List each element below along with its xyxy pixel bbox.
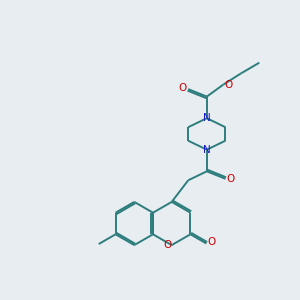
Text: O: O — [163, 240, 171, 250]
Text: N: N — [203, 145, 211, 155]
Text: O: O — [208, 237, 216, 247]
Text: O: O — [179, 82, 187, 93]
Text: O: O — [224, 80, 232, 90]
Text: N: N — [203, 113, 211, 123]
Text: O: O — [226, 174, 235, 184]
